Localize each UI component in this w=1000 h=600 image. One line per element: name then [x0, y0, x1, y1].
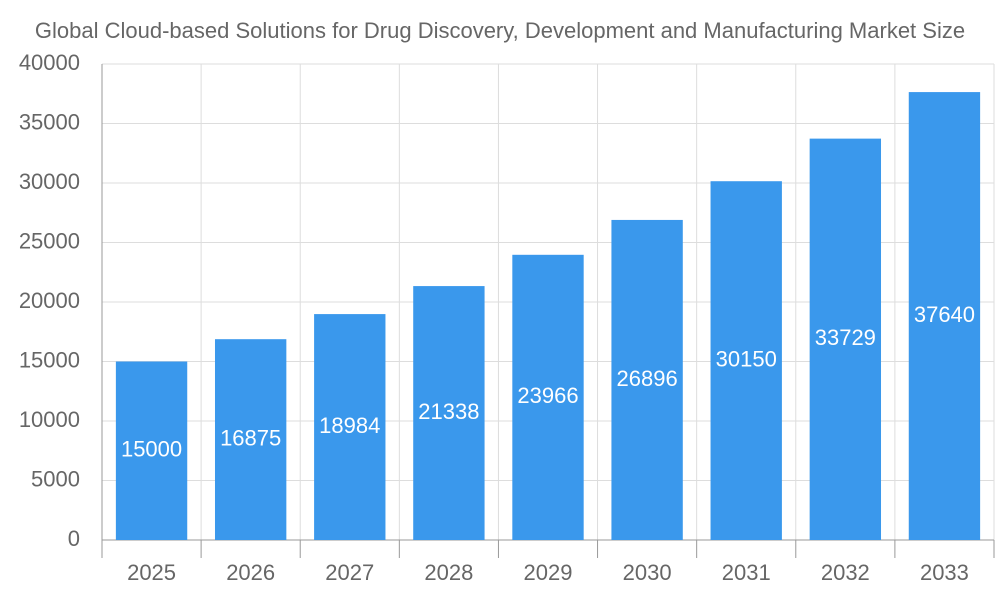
value-label: 33729	[815, 325, 876, 350]
chart-title: Global Cloud-based Solutions for Drug Di…	[35, 18, 965, 43]
value-label: 16875	[220, 425, 281, 450]
y-tick-label: 40000	[19, 50, 80, 75]
x-tick-label: 2032	[821, 560, 870, 585]
value-label: 30150	[716, 346, 777, 371]
bar	[512, 254, 584, 540]
value-label: 23966	[517, 383, 578, 408]
bar	[611, 219, 683, 540]
y-tick-label: 25000	[19, 228, 80, 253]
y-tick-label: 30000	[19, 169, 80, 194]
x-tick-label: 2033	[920, 560, 969, 585]
x-tick-label: 2027	[325, 560, 374, 585]
bar	[413, 286, 485, 540]
value-label: 37640	[914, 302, 975, 327]
value-label: 18984	[319, 413, 380, 438]
x-tick-label: 2026	[226, 560, 275, 585]
y-tick-label: 0	[68, 526, 80, 551]
x-tick-label: 2030	[623, 560, 672, 585]
y-tick-label: 15000	[19, 347, 80, 372]
x-tick-label: 2031	[722, 560, 771, 585]
bar	[710, 181, 782, 540]
value-label: 15000	[121, 437, 182, 462]
bar	[214, 339, 287, 540]
y-tick-label: 35000	[19, 109, 80, 134]
x-tick-label: 2028	[424, 560, 473, 585]
x-tick-label: 2025	[127, 560, 176, 585]
y-tick-label: 20000	[19, 288, 80, 313]
bar	[908, 92, 981, 541]
x-tick-label: 2029	[524, 560, 573, 585]
y-tick-label: 5000	[31, 466, 80, 491]
value-label: 26896	[617, 366, 678, 391]
bar	[115, 361, 188, 540]
y-tick-label: 10000	[19, 407, 80, 432]
bar	[314, 314, 386, 540]
bar	[809, 138, 882, 541]
value-label: 21338	[418, 399, 479, 424]
